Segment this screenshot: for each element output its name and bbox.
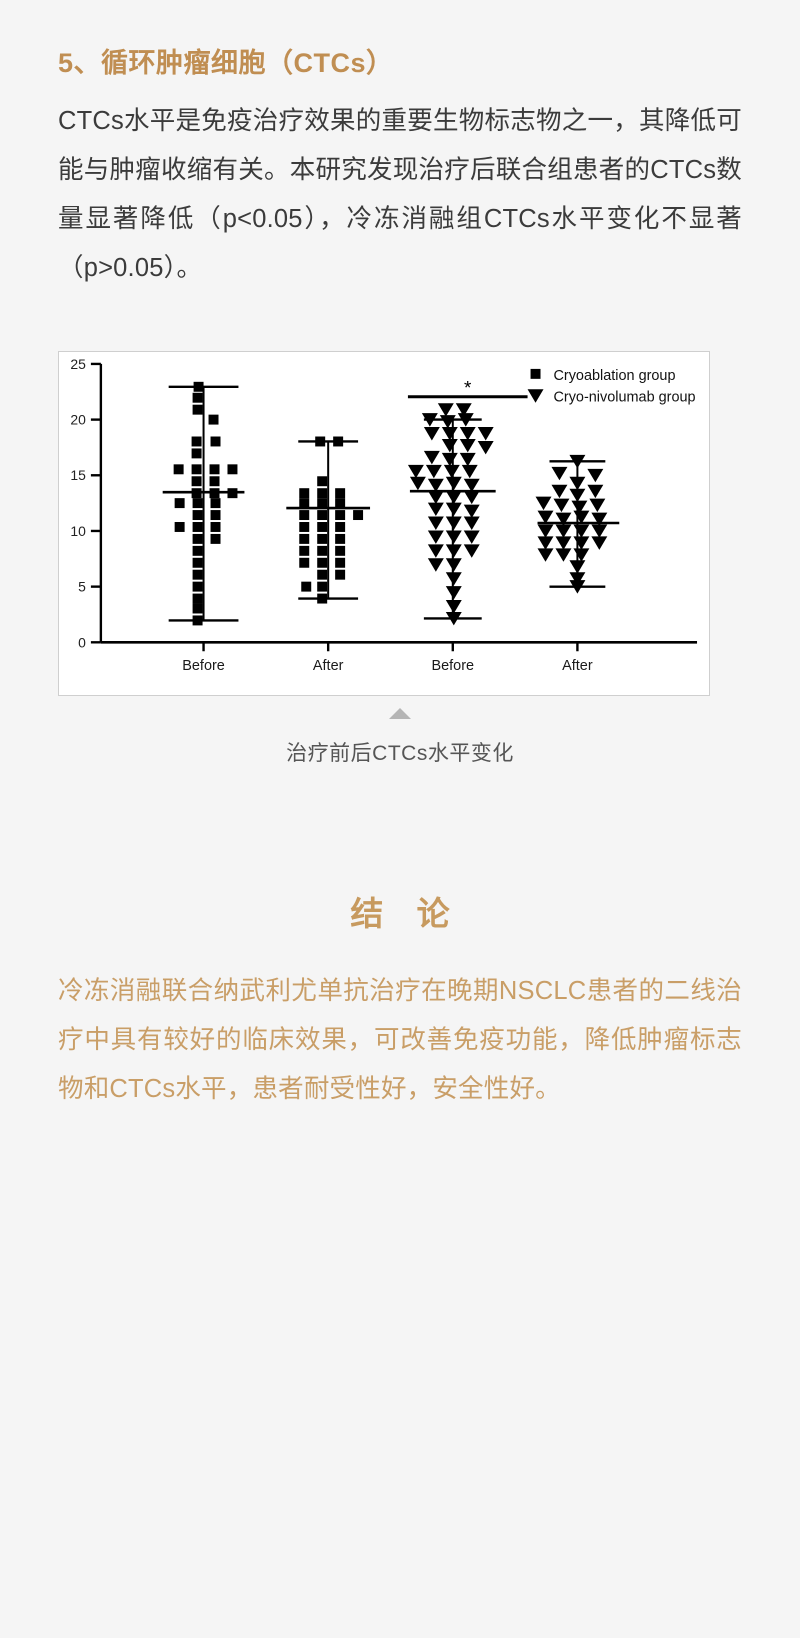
article-content: 5、循环肿瘤细胞（CTCs） CTCs水平是免疫治疗效果的重要生物标志物之一，其… [58,48,742,1103]
legend-label-cryonivolumab: Cryo-nivolumab group [553,389,695,405]
svg-text:After: After [562,658,593,674]
svg-text:25: 25 [70,356,86,372]
x-tick-labels: Before After Before After [182,658,593,674]
section-heading: 5、循环肿瘤细胞（CTCs） [58,48,394,78]
svg-text:Before: Before [432,658,475,674]
series-cryonivolumab-after [535,454,620,594]
svg-text:*: * [464,377,472,398]
legend-label-cryoablation: Cryoablation group [553,367,675,383]
y-tick-labels: 25 20 15 10 5 0 [70,356,86,650]
svg-text:5: 5 [78,578,86,594]
svg-text:Before: Before [182,658,225,674]
triangle-up-icon [389,707,411,719]
svg-text:0: 0 [78,634,86,650]
figure-caption: 治疗前后CTCs水平变化 [286,741,514,765]
conclusion-paragraph: 冷冻消融联合纳武利尤单抗治疗在晚期NSCLC患者的二线治疗中具有较好的临床效果，… [58,976,742,1103]
y-axis [90,362,103,644]
significance-annotation: * [407,377,528,398]
x-axis [100,640,698,651]
ctc-scatter-chart: 25 20 15 10 5 0 [58,350,710,696]
svg-text:15: 15 [70,467,86,483]
svg-text:After: After [313,658,344,674]
svg-text:10: 10 [70,523,86,539]
figure-block: 25 20 15 10 5 0 [58,350,742,767]
body-paragraph: CTCs水平是免疫治疗效果的重要生物标志物之一，其降低可能与肿瘤收缩有关。本研究… [58,106,742,282]
svg-text:20: 20 [70,411,86,427]
series-cryonivolumab-before [407,402,496,626]
chart-legend: Cryoablation group Cryo-nivolumab group [527,367,696,405]
series-cryoablation-after [286,436,371,604]
figure-marker [58,707,742,719]
chart-canvas: 25 20 15 10 5 0 [59,351,709,695]
conclusion-title: 结 论 [350,894,462,932]
series-cryoablation-before [162,381,245,626]
